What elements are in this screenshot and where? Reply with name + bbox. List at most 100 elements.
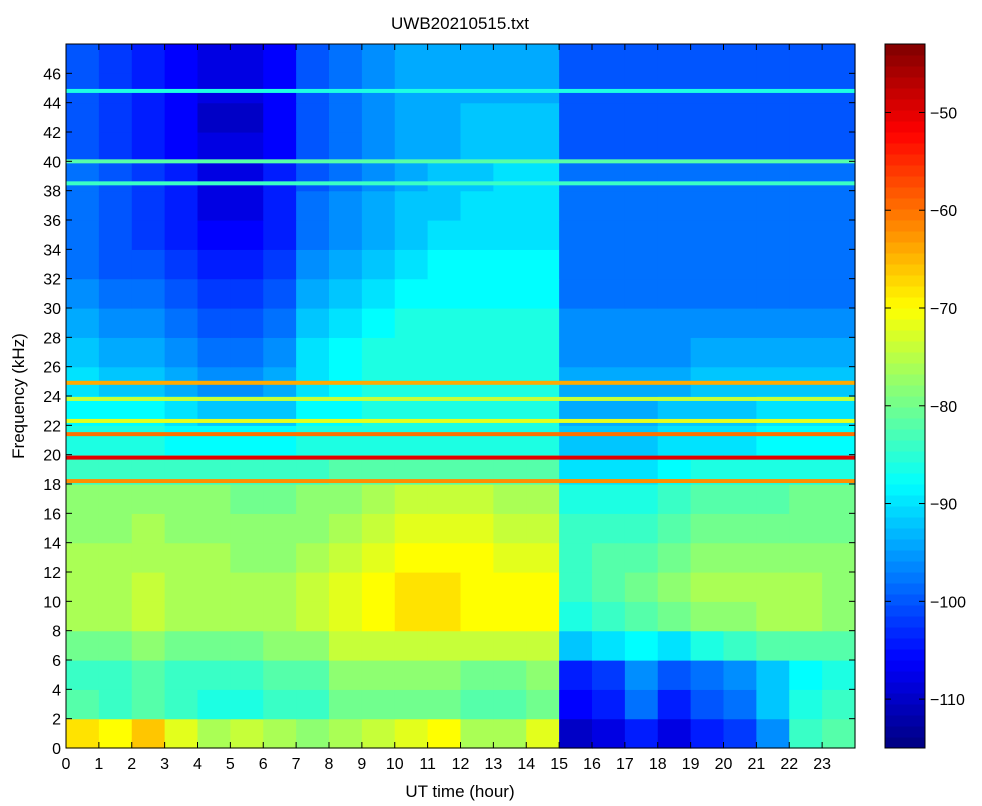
heatmap-cell — [394, 542, 429, 573]
heatmap-cell — [66, 718, 100, 749]
colorbar-swatch — [885, 473, 925, 485]
heatmap-cell — [329, 337, 363, 368]
heatmap-cell — [361, 220, 396, 250]
heatmap-cell — [361, 161, 396, 192]
heatmap-cell — [789, 190, 823, 221]
heatmap-cell — [756, 513, 790, 544]
heatmap-cell — [559, 220, 593, 250]
heatmap-cell — [592, 542, 626, 573]
heatmap-cell — [592, 132, 626, 162]
heatmap-cell — [657, 660, 692, 690]
heatmap-cell — [822, 132, 856, 162]
heatmap-cell — [526, 484, 560, 514]
heatmap-cell — [361, 718, 396, 749]
chart-title: UWB20210515.txt — [391, 14, 529, 33]
colorbar-swatch — [885, 715, 925, 727]
heatmap-cell — [131, 220, 166, 250]
heatmap-cell — [197, 630, 231, 661]
heatmap-cell — [756, 484, 790, 514]
heatmap-cell — [690, 190, 725, 221]
heatmap-cell — [361, 542, 396, 573]
heatmap-cell — [230, 249, 264, 280]
colorbar-swatch — [885, 737, 925, 749]
heatmap-cells — [66, 44, 856, 749]
heatmap-cell — [559, 601, 593, 632]
heatmap-cell — [559, 73, 593, 104]
heatmap-cell — [66, 513, 100, 544]
heatmap-cell — [723, 484, 757, 514]
heatmap-cell — [98, 102, 133, 133]
x-tick-label: 4 — [193, 756, 202, 773]
heatmap-cell — [296, 660, 330, 690]
heatmap-cell — [559, 161, 593, 192]
heatmap-cell — [592, 572, 626, 602]
heatmap-cell — [296, 190, 330, 221]
heatmap-cell — [361, 630, 396, 661]
heatmap-cell — [263, 220, 297, 250]
heatmap-cell — [690, 660, 725, 690]
narrowband-line — [66, 396, 855, 401]
heatmap-cell — [624, 278, 659, 309]
heatmap-cell — [131, 249, 166, 280]
colorbar-swatch — [885, 660, 925, 672]
heatmap-cell — [329, 425, 363, 456]
heatmap-cell — [329, 44, 363, 74]
heatmap-cell — [657, 308, 692, 338]
heatmap-cell — [526, 337, 560, 368]
x-tick-label: 6 — [259, 756, 268, 773]
heatmap-cell — [657, 601, 692, 632]
heatmap-cell — [66, 249, 100, 280]
colorbar-swatch — [885, 605, 925, 617]
heatmap-cell — [98, 689, 133, 720]
narrowband-line — [66, 181, 855, 186]
colorbar-swatch — [885, 693, 925, 705]
colorbar-swatch — [885, 583, 925, 595]
heatmap-cell — [131, 660, 166, 690]
colorbar-swatch — [885, 132, 925, 144]
heatmap-cell — [460, 513, 494, 544]
y-tick-label: 26 — [43, 360, 61, 377]
colorbar-tick-label: −60 — [930, 203, 957, 220]
heatmap-cell — [460, 249, 494, 280]
heatmap-cell — [131, 425, 166, 456]
heatmap-cell — [460, 689, 494, 720]
heatmap-cell — [361, 73, 396, 104]
heatmap-cell — [131, 601, 166, 632]
heatmap-cell — [690, 572, 725, 602]
heatmap-cell — [263, 102, 297, 133]
heatmap-cell — [460, 484, 494, 514]
heatmap-cell — [789, 660, 823, 690]
heatmap-cell — [329, 308, 363, 338]
heatmap-cell — [66, 572, 100, 602]
heatmap-cell — [592, 513, 626, 544]
heatmap-cell — [164, 718, 199, 749]
heatmap-cell — [592, 689, 626, 720]
heatmap-cell — [296, 102, 330, 133]
y-tick-label: 32 — [43, 272, 61, 289]
heatmap-cell — [164, 513, 199, 544]
heatmap-cell — [98, 425, 133, 456]
heatmap-cell — [131, 630, 166, 661]
heatmap-cell — [263, 308, 297, 338]
colorbar-swatch — [885, 561, 925, 573]
heatmap-cell — [723, 220, 757, 250]
x-tick-label: 2 — [127, 756, 136, 773]
heatmap-cell — [164, 660, 199, 690]
heatmap-cell — [131, 718, 166, 749]
heatmap-cell — [66, 484, 100, 514]
heatmap-cell — [427, 249, 462, 280]
colorbar-swatch — [885, 638, 925, 650]
heatmap-cell — [723, 308, 757, 338]
heatmap-cell — [789, 44, 823, 74]
heatmap-cell — [427, 542, 462, 573]
heatmap-cell — [822, 542, 856, 573]
heatmap-cell — [559, 190, 593, 221]
heatmap-cell — [394, 44, 429, 74]
heatmap-cell — [526, 660, 560, 690]
heatmap-cell — [361, 308, 396, 338]
heatmap-cell — [263, 278, 297, 309]
x-axis-label: UT time (hour) — [405, 782, 514, 801]
heatmap-cell — [624, 660, 659, 690]
heatmap-cell — [394, 102, 429, 133]
heatmap-cell — [394, 660, 429, 690]
